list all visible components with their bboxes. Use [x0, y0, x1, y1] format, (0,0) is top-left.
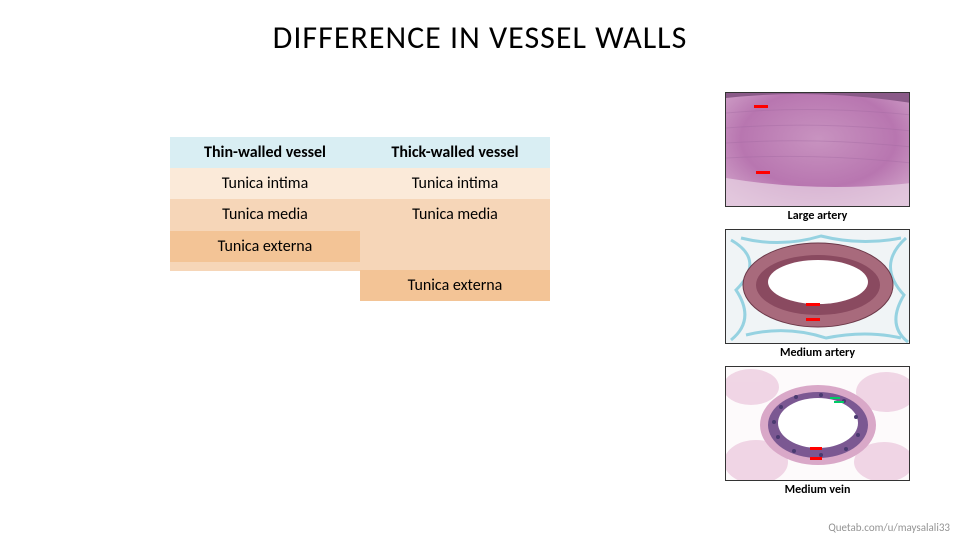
image-item: Medium artery [725, 229, 910, 366]
comparison-table: Thin-walled vessel Thick-walled vessel T… [170, 137, 550, 301]
image-caption: Medium vein [725, 483, 910, 497]
image-caption: Medium artery [725, 346, 910, 360]
col-header-thick: Thick-walled vessel [360, 137, 550, 168]
cell-thick-externa: Tunica externa [360, 270, 550, 301]
table-row: Tunica externa [170, 231, 550, 262]
table-header-row: Thin-walled vessel Thick-walled vessel [170, 137, 550, 168]
cell-thick-intima: Tunica intima [360, 168, 550, 199]
slide-title: DIFFERENCE IN VESSEL WALLS [0, 0, 960, 57]
image-item: Large artery [725, 92, 910, 229]
cell-thin-externa: Tunica externa [170, 231, 360, 262]
table-row: Tunica intima Tunica intima [170, 168, 550, 199]
histology-images: Large artery Medium artery [725, 92, 910, 503]
image-caption: Large artery [725, 209, 910, 223]
medium-vein-image [725, 366, 910, 481]
cell-thin-intima: Tunica intima [170, 168, 360, 199]
col-header-thin: Thin-walled vessel [170, 137, 360, 168]
image-item: Medium vein [725, 366, 910, 503]
large-artery-image [725, 92, 910, 207]
table-row: Tunica externa [170, 270, 550, 301]
watermark: Quetab.com/u/maysalali33 [828, 521, 950, 534]
medium-artery-image [725, 229, 910, 344]
